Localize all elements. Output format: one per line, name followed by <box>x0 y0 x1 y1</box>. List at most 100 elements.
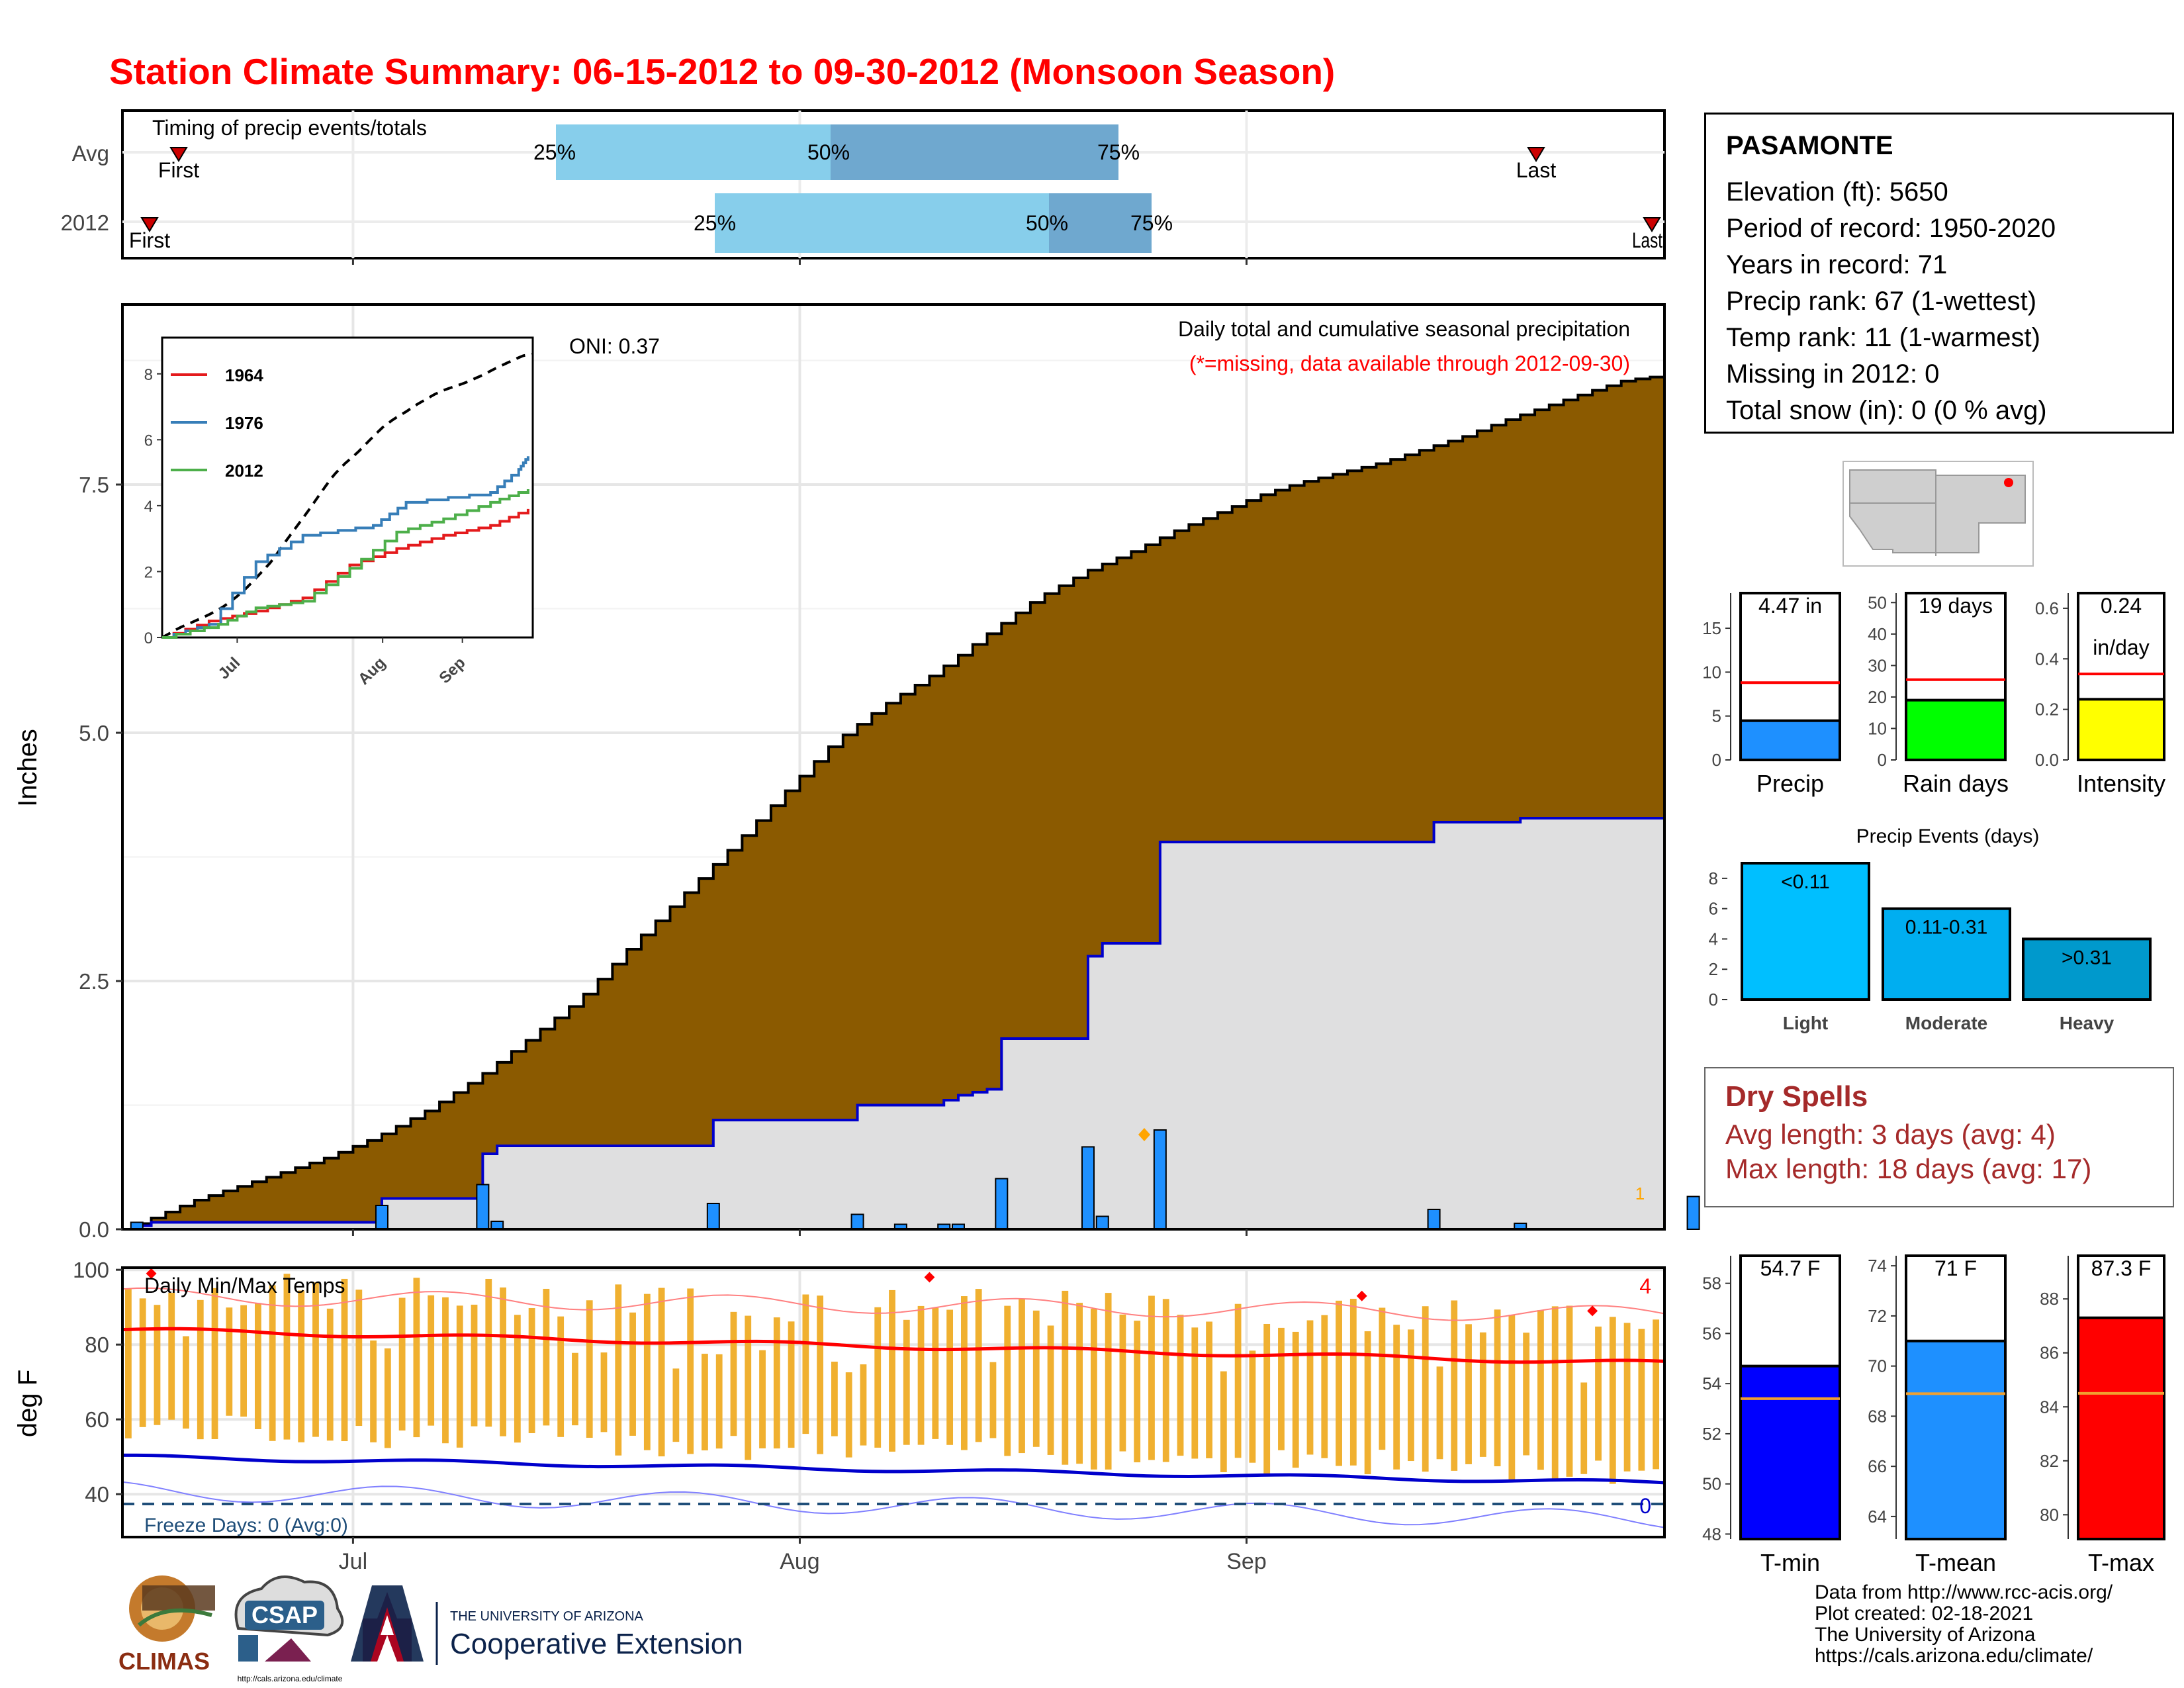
low-record-count: 0 <box>1639 1494 1651 1518</box>
daily-temp-bar <box>773 1317 780 1449</box>
climas-logo: CLIMAS <box>118 1575 215 1675</box>
events-y-tick-label: 6 <box>1709 899 1718 919</box>
mini-precip-precip: 0 5 10 15 4.47 in Precip <box>1702 592 1841 797</box>
last-day-label: 1 <box>1635 1184 1645 1203</box>
daily-temp-bar <box>889 1289 895 1452</box>
daily-precip-bar <box>995 1178 1009 1230</box>
precip-note-1: Daily total and cumulative seasonal prec… <box>1178 317 1630 341</box>
y-tick-label: 2.5 <box>79 969 109 994</box>
station-line: Total snow (in): 0 (0 % avg) <box>1726 396 2047 425</box>
daily-temp-bar <box>1234 1303 1242 1458</box>
daily-temp-bar <box>1263 1323 1271 1475</box>
timing-panel: Timing of precip events/totals Avg 2012 … <box>61 109 1666 259</box>
inset-legend: 1964 1976 2012 <box>171 365 263 481</box>
daily-temp-bar <box>759 1350 766 1449</box>
x-tick-label: Jul <box>339 1549 367 1574</box>
daily-temp-bar <box>1278 1327 1285 1450</box>
daily-temp-bar <box>1105 1293 1112 1470</box>
csap-logo: CSAP http://cals.arizona.edu/climate <box>234 1575 344 1683</box>
mini-y-tick-label: 15 <box>1702 618 1721 638</box>
y-tick-label: 7.5 <box>79 473 109 497</box>
daily-temp-bar <box>428 1295 435 1426</box>
mini-y-tick-label: 66 <box>1868 1456 1887 1476</box>
daily-temp-bar <box>1653 1319 1660 1470</box>
mini-y-tick-label: 5 <box>1712 706 1721 726</box>
y-tick-label: 100 <box>73 1258 109 1282</box>
daily-temp-bar <box>600 1352 608 1432</box>
daily-temp-bar <box>543 1288 550 1426</box>
state-map <box>1843 461 2034 567</box>
daily-temp-bar <box>1119 1314 1126 1452</box>
events-category-label: Light <box>1783 1013 1828 1033</box>
freeze-label: Freeze Days: 0 (Avg:0) <box>144 1515 348 1536</box>
daily-temp-bar <box>312 1282 319 1437</box>
mini-precip-rain-days: 0 10 20 30 40 50 19 days Rain days <box>1868 592 2009 797</box>
ua-big-text: Cooperative Extension <box>450 1628 743 1660</box>
mini-category-label: Intensity <box>2077 770 2165 797</box>
daily-temp-bar <box>456 1305 463 1448</box>
record-low-line <box>122 1481 1665 1528</box>
daily-temp-bar <box>1580 1382 1588 1474</box>
record-high-marker <box>1587 1305 1598 1317</box>
mini-category-label: Rain days <box>1903 770 2009 797</box>
credit-line: The University of Arizona <box>1815 1624 2036 1646</box>
daily-temp-bar <box>355 1289 363 1427</box>
daily-temp-bar <box>1451 1300 1458 1471</box>
station-line: Years in record: 71 <box>1726 250 1948 279</box>
daily-temp-bar <box>817 1295 824 1454</box>
daily-temp-bar <box>932 1307 939 1439</box>
daily-precip-bar <box>476 1184 490 1230</box>
station-line: Period of record: 1950-2020 <box>1726 214 2056 243</box>
daily-temp-bar <box>154 1305 161 1425</box>
daily-temp-bar <box>500 1287 506 1436</box>
record-high-line <box>122 1287 1665 1321</box>
daily-temp-bar <box>1148 1295 1155 1460</box>
csap-wordmark: CSAP <box>251 1601 318 1628</box>
mini-y-tick-label: 54 <box>1702 1374 1721 1393</box>
daily-temp-bar <box>1349 1299 1357 1466</box>
daily-temp-bar <box>1134 1321 1141 1463</box>
inset-y-tick-label: 6 <box>144 432 153 449</box>
2012-first-marker <box>140 217 159 232</box>
events-bar-label: >0.31 <box>2062 947 2112 968</box>
mini-value-label: 19 days <box>1919 594 1993 618</box>
average-min-line <box>122 1453 1665 1485</box>
daily-precip-bar <box>375 1205 388 1230</box>
2012-p50-label: 50% <box>1026 211 1068 235</box>
daily-temp-bar <box>1306 1320 1314 1455</box>
2012-iqr-low <box>715 193 1049 253</box>
daily-temp-bar <box>1336 1300 1342 1466</box>
mini-y-tick-label: 0 <box>1712 750 1721 770</box>
daily-temp-bar <box>211 1288 218 1439</box>
daily-temp-bar <box>514 1315 521 1443</box>
inset-series-1976 <box>162 456 529 639</box>
mini-y-tick-label: 48 <box>1702 1524 1721 1544</box>
avg-iqr-high <box>831 124 1118 180</box>
daily-temp-bar <box>1047 1325 1054 1455</box>
daily-temp-bar <box>240 1305 248 1417</box>
daily-temp-bar <box>730 1311 737 1436</box>
mini-y-tick-label: 70 <box>1868 1356 1887 1376</box>
inset-legend-1976: 1976 <box>225 413 263 433</box>
timing-row-avg-label: Avg <box>72 141 109 165</box>
daily-temp-bar <box>413 1278 420 1438</box>
inset-y-tick-label: 2 <box>144 563 153 581</box>
daily-temp-bar <box>586 1300 593 1438</box>
inset-y-tick-label: 4 <box>144 498 153 516</box>
mini-value-label: 87.3 F <box>2091 1256 2152 1280</box>
daily-temp-bar <box>874 1307 882 1448</box>
dry-spells-box: Dry Spells Avg length: 3 days (avg: 4) M… <box>1704 1067 2174 1207</box>
y-tick-label: 60 <box>85 1407 109 1432</box>
inset-legend-1964: 1964 <box>225 365 263 385</box>
credit-line: Plot created: 02-18-2021 <box>1815 1603 2034 1624</box>
timing-heading: Timing of precip events/totals <box>152 116 427 140</box>
daily-temp-bar <box>168 1292 175 1420</box>
daily-temp-bar <box>1595 1327 1602 1461</box>
daily-temp-bar <box>658 1288 665 1457</box>
mini-temp-t-mean: 64 66 68 70 72 74 71 F T-mean <box>1868 1254 2007 1576</box>
2012-p75-label: 75% <box>1130 211 1173 235</box>
mini-value-label: 4.47 in <box>1758 594 1822 618</box>
daily-temp-bar <box>384 1348 391 1448</box>
